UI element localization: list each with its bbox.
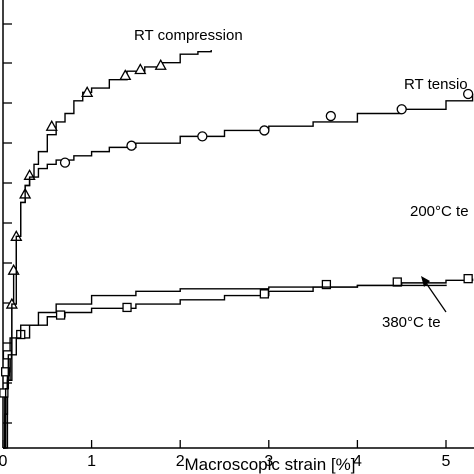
x-tick-label-4: 4 xyxy=(353,453,362,470)
series-1-marker-6 xyxy=(462,88,474,100)
annotation-380c-tension: 380°C te xyxy=(382,314,441,331)
series-line-3 xyxy=(3,284,447,449)
x-tick-label-5: 5 xyxy=(442,453,451,470)
series-2-marker-1 xyxy=(1,367,11,377)
series-2-marker-6 xyxy=(259,289,270,299)
annotation-arrowhead-380c xyxy=(421,276,430,287)
series-2-marker-9 xyxy=(463,273,473,284)
series-1-marker-5 xyxy=(396,104,407,115)
x-tick-label-2: 2 xyxy=(176,453,185,470)
series-2-marker-0 xyxy=(0,388,9,398)
series-layer xyxy=(0,50,474,449)
series-0-marker-7 xyxy=(119,69,132,81)
series-0-marker-9 xyxy=(154,58,167,70)
annotation-200c-tension: 200°C te xyxy=(410,203,469,220)
series-line-0 xyxy=(3,50,212,449)
series-0-marker-1 xyxy=(7,263,20,275)
series-0-marker-6 xyxy=(81,86,94,97)
annotation-rt-tension: RT tensio xyxy=(404,76,468,93)
series-2-marker-4 xyxy=(55,310,66,320)
series-0-marker-8 xyxy=(134,63,147,75)
series-1-marker-2 xyxy=(197,131,208,142)
annotation-rt-compression: RT compression xyxy=(134,27,243,44)
series-line-1 xyxy=(3,94,474,449)
x-tick-label-3: 3 xyxy=(264,453,273,470)
x-tick-label-1: 1 xyxy=(87,453,96,470)
series-1-marker-1 xyxy=(126,140,137,151)
series-1-marker-4 xyxy=(325,110,336,122)
annotation-arrow-380c xyxy=(423,279,447,313)
series-2-marker-5 xyxy=(122,302,132,313)
series-2-marker-7 xyxy=(321,279,332,290)
series-0-marker-5 xyxy=(45,119,58,131)
series-1-marker-0 xyxy=(59,157,71,168)
x-tick-label-0: 0 xyxy=(0,453,8,470)
x-axis-label: Macroscopic strain [%] xyxy=(185,455,356,474)
labels: RT compression RT tensio 200°C te 380°C … xyxy=(134,27,469,474)
series-1-marker-3 xyxy=(259,125,270,136)
